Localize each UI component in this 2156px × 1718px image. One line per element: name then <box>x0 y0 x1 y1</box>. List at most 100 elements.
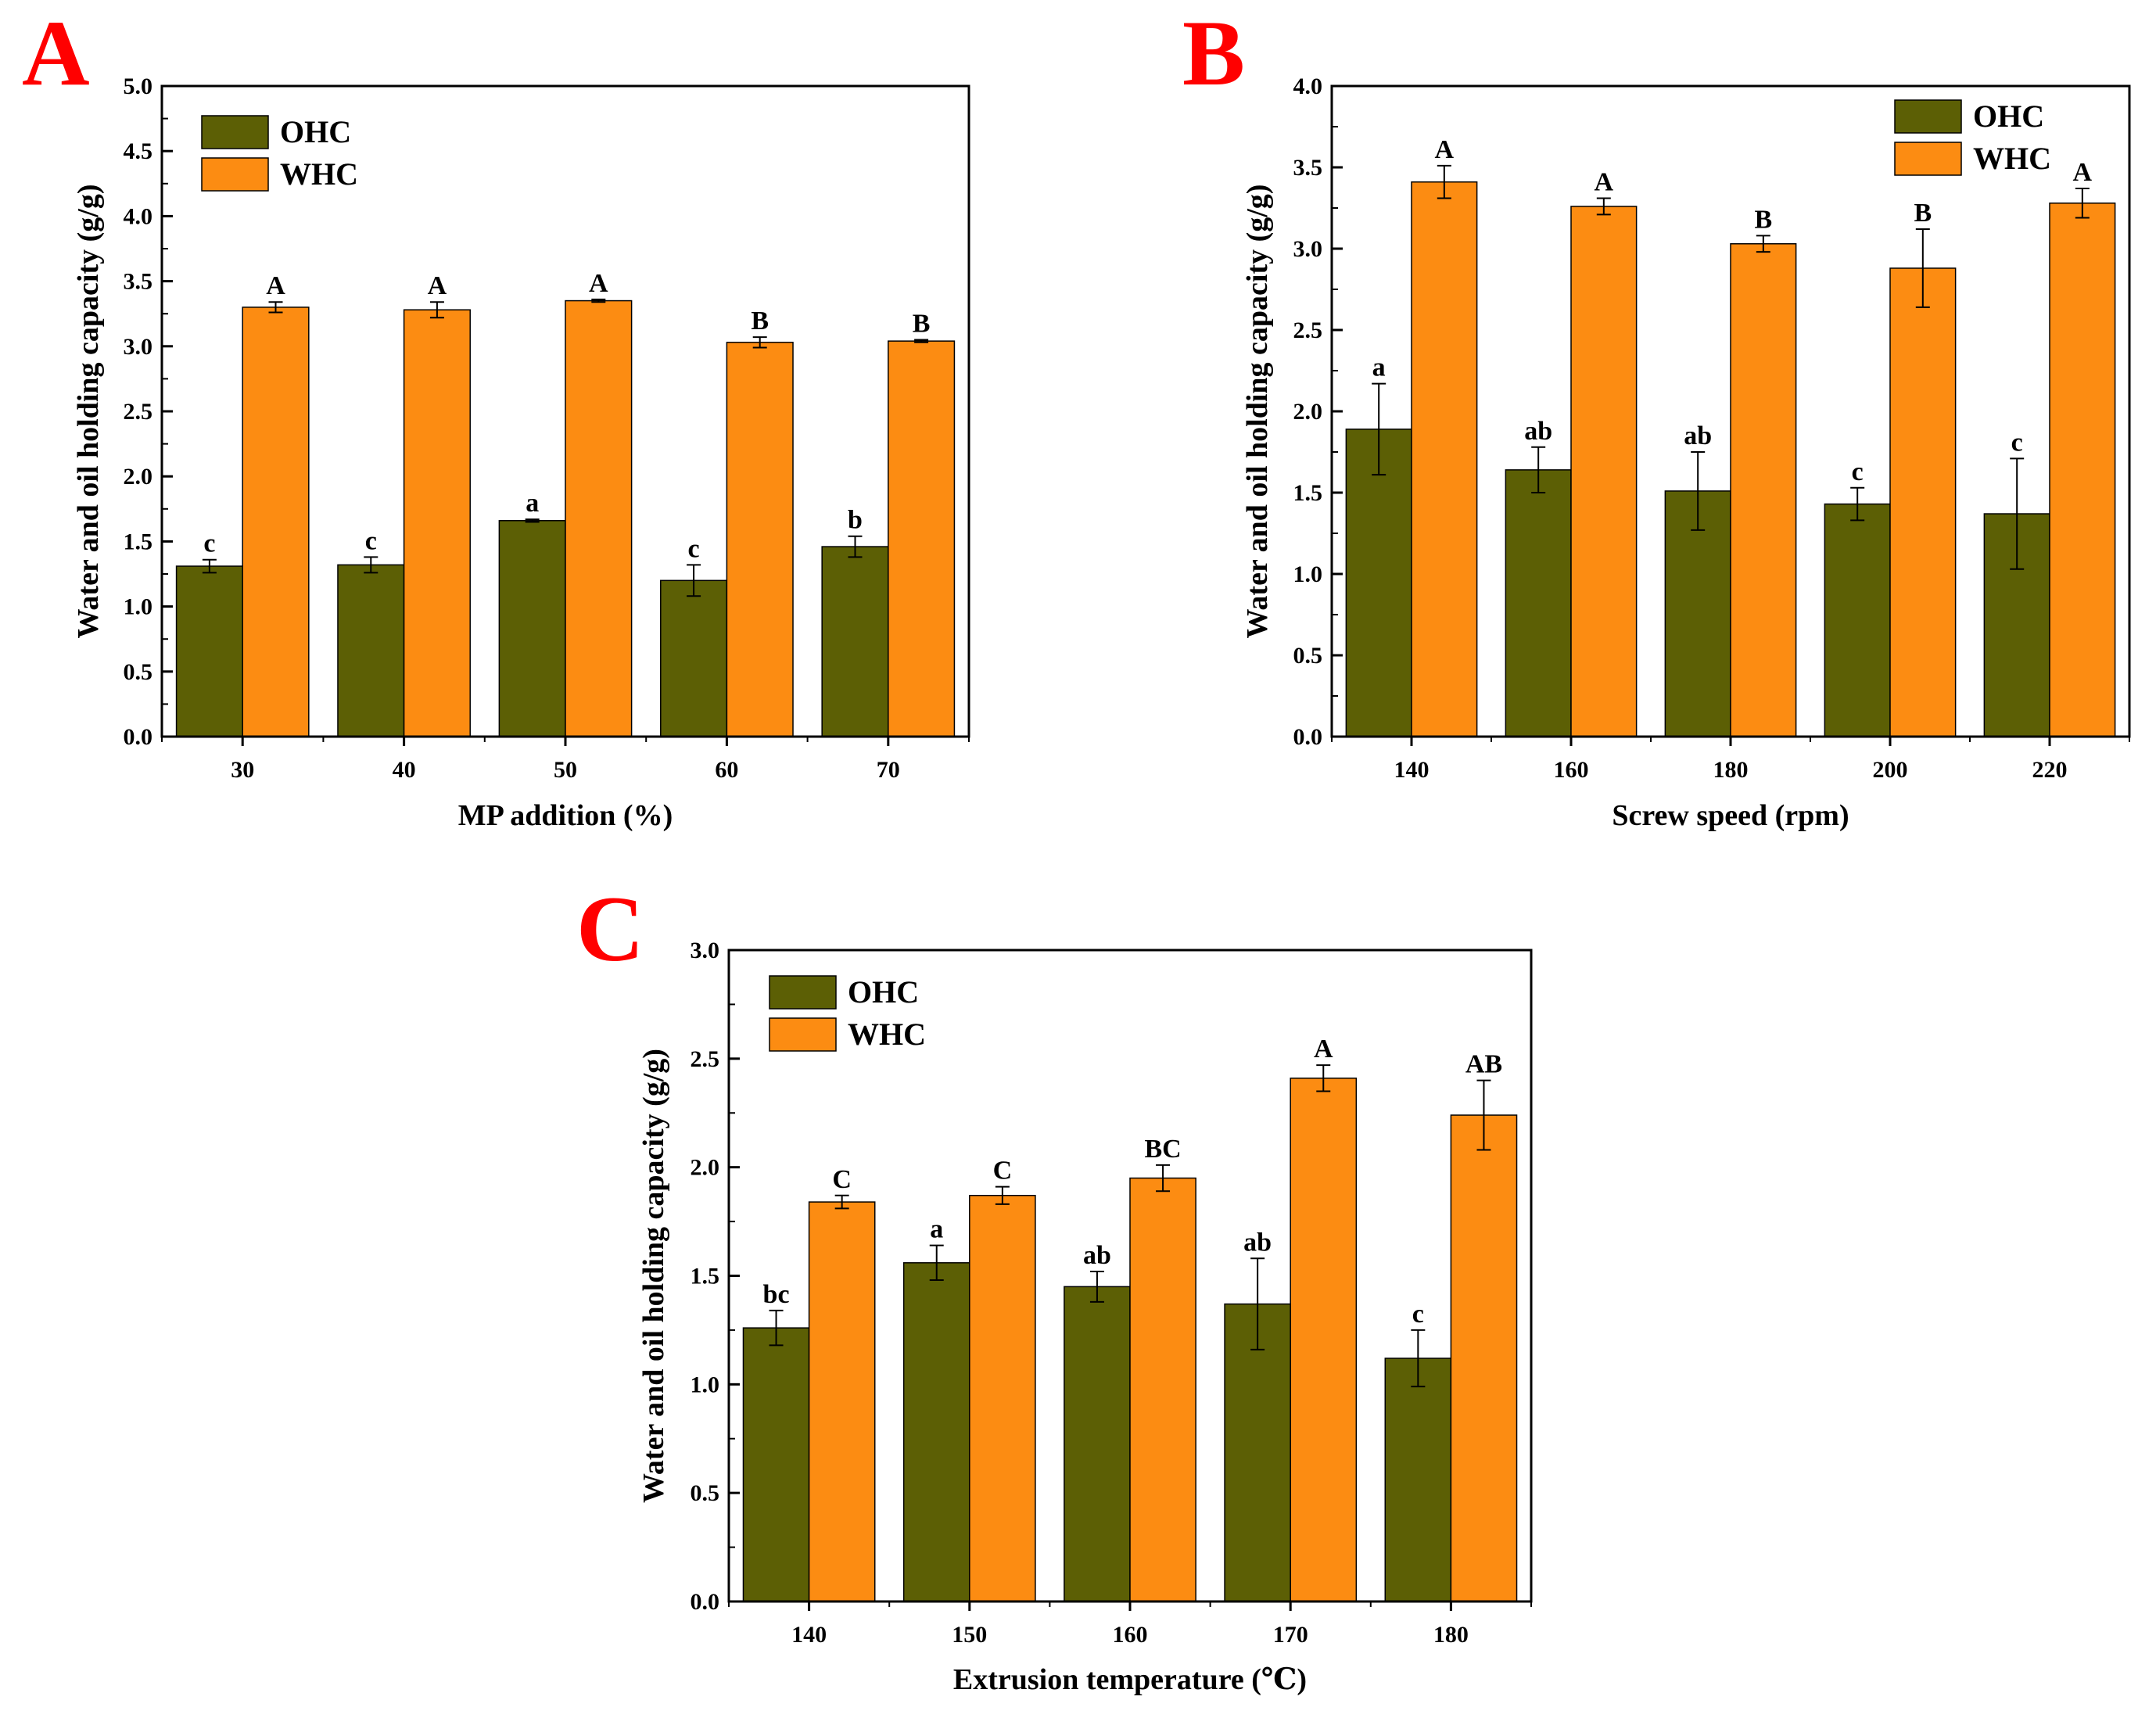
x-tick-label: 170 <box>1273 1622 1308 1648</box>
significance-label: c <box>2011 428 2023 457</box>
y-tick-label: 2.0 <box>1293 399 1323 425</box>
significance-label: A <box>266 271 285 300</box>
panel-label: C <box>576 877 644 981</box>
y-tick-label: 1.0 <box>1293 561 1323 587</box>
y-tick-label: 3.0 <box>124 334 153 360</box>
y-tick-label: 1.0 <box>124 594 153 620</box>
y-tick-label: 0.0 <box>124 724 153 750</box>
x-tick-label: 70 <box>877 757 900 783</box>
x-tick-label: 40 <box>393 757 416 783</box>
y-tick-label: 0.5 <box>691 1480 720 1506</box>
significance-label: A <box>1314 1035 1333 1063</box>
bar-ohc-30 <box>175 565 243 737</box>
significance-label: ab <box>1524 417 1552 446</box>
chart-panel-b: Ba ab ab c c A A B B A 0.0 0.5 1.0 1.5 2.0 2.5 3.0 3.5 4.0… <box>1182 1 2131 832</box>
y-tick-label: 4.5 <box>124 138 153 164</box>
legend-label-ohc: OHC <box>1973 99 2044 134</box>
y-tick-label: 2.0 <box>124 464 153 490</box>
x-axis-title: MP addition (%) <box>458 799 673 832</box>
bar-whc-140 <box>808 1201 876 1602</box>
significance-label: ab <box>1684 421 1712 450</box>
legend-label-ohc: OHC <box>848 974 919 1010</box>
significance-label: ab <box>1243 1228 1272 1257</box>
y-tick-label: 3.5 <box>124 269 153 295</box>
panel-label: B <box>1182 1 1245 105</box>
legend-swatch-whc <box>769 1017 837 1052</box>
legend-label-whc: WHC <box>280 156 358 192</box>
x-tick-label: 160 <box>1554 757 1589 783</box>
y-tick-label: 5.0 <box>124 74 153 99</box>
bar-ohc-60 <box>660 579 728 737</box>
bar-ohc-140 <box>742 1327 810 1602</box>
y-tick-label: 4.0 <box>124 203 153 229</box>
bar-whc-200 <box>1889 267 1957 737</box>
significance-label: A <box>589 269 608 298</box>
bar-whc-160 <box>1129 1177 1196 1602</box>
x-tick-label: 60 <box>715 757 738 783</box>
x-tick-label: 140 <box>791 1622 827 1648</box>
y-tick-label: 3.0 <box>1293 236 1323 262</box>
y-tick-label: 3.5 <box>1293 155 1323 181</box>
legend-swatch-whc <box>1894 142 1962 176</box>
bar-ohc-40 <box>337 564 405 737</box>
y-tick-label: 1.5 <box>124 529 153 554</box>
significance-label: BC <box>1144 1135 1181 1164</box>
bar-whc-40 <box>403 309 471 737</box>
significance-label: B <box>751 307 769 335</box>
y-tick-label: 3.0 <box>691 938 720 963</box>
x-axis-title: Screw speed (rpm) <box>1612 799 1849 832</box>
chart-panel-c: Cbc a ab ab c C C BC A AB 0.0 0.5 1.0 1.5 2.0 2.5 3.0 140… <box>576 877 1533 1696</box>
bar-ohc-160 <box>1064 1286 1131 1602</box>
y-tick-label: 1.5 <box>691 1264 720 1289</box>
bar-whc-70 <box>888 340 956 737</box>
significance-label: B <box>1914 199 1932 228</box>
significance-label: a <box>1372 353 1386 382</box>
legend-swatch-ohc <box>769 975 837 1010</box>
legend-swatch-ohc <box>201 115 269 149</box>
significance-label: bc <box>763 1280 790 1309</box>
bar-ohc-70 <box>821 546 889 737</box>
bar-ohc-160 <box>1505 469 1572 737</box>
y-tick-label: 0.5 <box>124 659 153 685</box>
y-tick-label: 2.0 <box>691 1155 720 1181</box>
x-axis-title: Extrusion temperature (℃) <box>953 1663 1307 1696</box>
legend-swatch-ohc <box>1894 99 1962 134</box>
legend-swatch-whc <box>201 157 269 192</box>
significance-label: B <box>913 309 931 338</box>
legend-label-whc: WHC <box>848 1017 926 1052</box>
y-tick-label: 1.0 <box>691 1372 720 1397</box>
significance-label: A <box>1595 168 1614 197</box>
significance-label: B <box>1754 205 1772 234</box>
significance-label: A <box>2073 158 2093 187</box>
significance-label: ab <box>1083 1241 1111 1270</box>
x-tick-label: 50 <box>554 757 577 783</box>
y-tick-label: 2.5 <box>1293 317 1323 343</box>
panel-label: A <box>22 1 90 105</box>
bar-whc-180 <box>1730 243 1797 737</box>
bar-whc-50 <box>565 299 633 737</box>
chart-panel-a: Ac c a c b A A A B B 0.0 0.5 1.0 1.5 2.0 2.5 3.0 3.5 4.0 4.… <box>22 1 970 832</box>
x-tick-label: 200 <box>1873 757 1908 783</box>
significance-label: C <box>832 1165 852 1194</box>
y-tick-label: 0.0 <box>691 1589 720 1615</box>
bar-whc-220 <box>2049 203 2116 737</box>
bar-whc-60 <box>726 342 794 737</box>
x-tick-label: 160 <box>1113 1622 1148 1648</box>
x-tick-label: 30 <box>231 757 254 783</box>
significance-label: a <box>930 1215 943 1244</box>
significance-label: C <box>993 1157 1013 1185</box>
bar-whc-180 <box>1450 1114 1518 1602</box>
significance-label: A <box>1435 135 1455 164</box>
x-tick-label: 150 <box>952 1622 987 1648</box>
legend-label-whc: WHC <box>1973 141 2051 176</box>
significance-label: c <box>1412 1300 1424 1329</box>
bar-ohc-140 <box>1345 429 1412 737</box>
y-axis-title: Water and oil holding capacity (g/g) <box>1241 185 1274 639</box>
y-tick-label: 0.0 <box>1293 724 1323 750</box>
bar-whc-160 <box>1570 206 1638 737</box>
significance-label: c <box>688 534 700 563</box>
significance-label: b <box>848 506 863 535</box>
y-axis-title: Water and oil holding capacity (g/g) <box>637 1049 670 1503</box>
bar-ohc-200 <box>1824 503 1891 737</box>
